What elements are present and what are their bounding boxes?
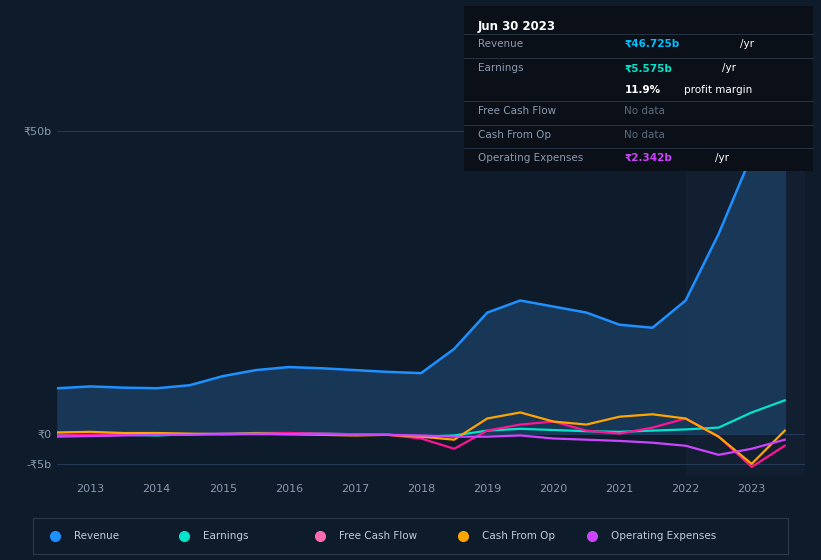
Text: Free Cash Flow: Free Cash Flow (478, 106, 556, 116)
Text: Operating Expenses: Operating Expenses (611, 531, 716, 541)
Text: Revenue: Revenue (478, 39, 523, 49)
Text: ₹2.342b: ₹2.342b (624, 153, 672, 162)
Text: ₹5.575b: ₹5.575b (624, 63, 672, 73)
Text: Free Cash Flow: Free Cash Flow (339, 531, 417, 541)
Text: /yr: /yr (722, 63, 736, 73)
Text: Operating Expenses: Operating Expenses (478, 153, 583, 162)
Text: Jun 30 2023: Jun 30 2023 (478, 21, 556, 34)
Text: Revenue: Revenue (75, 531, 120, 541)
Bar (686, 101, 805, 476)
Text: ₹46.725b: ₹46.725b (624, 39, 680, 49)
Text: Earnings: Earnings (478, 63, 523, 73)
Text: Cash From Op: Cash From Op (478, 129, 551, 139)
Text: Earnings: Earnings (203, 531, 248, 541)
Text: Cash From Op: Cash From Op (482, 531, 555, 541)
Text: No data: No data (624, 106, 665, 116)
Text: /yr: /yr (740, 39, 754, 49)
Text: No data: No data (624, 129, 665, 139)
Text: 11.9%: 11.9% (624, 85, 661, 95)
Text: profit margin: profit margin (684, 85, 752, 95)
Text: /yr: /yr (715, 153, 729, 162)
